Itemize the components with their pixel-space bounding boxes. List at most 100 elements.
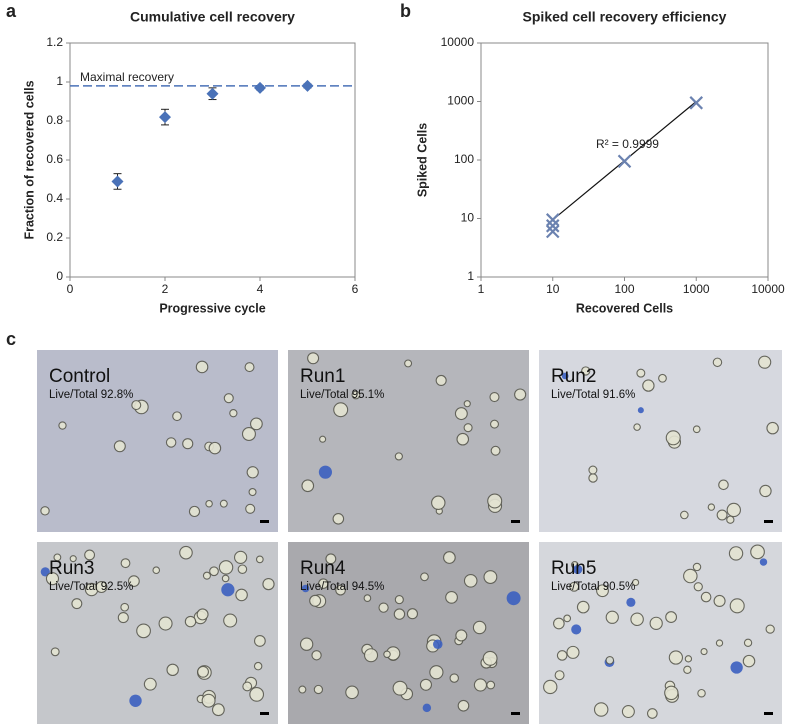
cell [707,503,716,511]
cell [246,466,259,479]
scale-bar [260,712,269,715]
cell [419,678,433,691]
cell [457,699,470,712]
cell [566,645,580,659]
cell [490,445,501,456]
y-tick-label: 0.6 [46,152,63,166]
image-caption: Live/Total 92.5% [49,581,133,593]
reference-label: Maximal recovery [80,70,174,84]
cell [50,647,60,657]
cell [716,509,728,521]
x-axis-label: Progressive cycle [159,301,265,315]
cell [325,553,337,565]
cell [729,598,745,614]
cell [205,499,213,508]
cell [345,685,359,700]
cell [684,655,693,663]
cell [241,426,256,442]
cell [420,572,429,582]
y-tick-label: 0.4 [46,191,63,205]
cell [664,685,679,701]
cell [249,687,265,702]
micrograph-background [37,350,278,532]
image-caption: Live/Total 94.5% [300,581,384,593]
cell [244,362,255,373]
cell [363,648,379,663]
cell [333,402,349,418]
cell [642,379,655,392]
cell [40,506,50,516]
dead-cell [637,407,644,414]
cell [514,388,527,401]
cell [166,663,179,677]
cell [378,602,389,613]
cell [234,550,248,564]
cell [636,368,646,378]
cell [472,620,487,635]
cell [693,582,703,592]
cell [759,484,772,498]
cell [718,479,729,491]
dead-cell [221,583,235,597]
cell [229,408,238,418]
cell [262,577,275,591]
cell [683,665,692,674]
micrograph: Run4 Live/Total 94.5% [288,542,529,724]
cell [394,452,403,461]
data-point [545,224,560,239]
dead-cell [573,564,583,575]
cell [351,390,361,400]
y-tick-label: 1 [56,74,63,88]
cell [299,637,314,651]
dead-cell [626,597,636,607]
cell [431,495,446,511]
cell [208,441,222,455]
x-tick-label: 4 [257,282,264,296]
cell [58,421,67,430]
x-tick-label: 1 [478,282,485,296]
image-title: Run3 [49,558,94,579]
cell [235,588,248,602]
y-tick-label: 100 [454,152,474,166]
cell [237,564,248,575]
cell [569,581,580,592]
cell [313,684,324,695]
cell [307,352,320,365]
cell [633,423,641,431]
cell [588,473,598,483]
y-tick-label: 0.2 [46,230,63,244]
cell [182,438,194,450]
annotation: R² = 0.9999 [596,137,659,151]
scale-bar [764,712,773,715]
cell [543,679,558,695]
cell [713,594,726,608]
data-point [617,154,632,169]
cell [158,616,173,631]
cell [253,661,263,671]
scale-bar [511,520,520,523]
cell [319,435,327,443]
cell [45,572,60,586]
cell [332,512,345,525]
cell [221,574,230,583]
x-tick-label: 0 [67,282,74,296]
cell [196,608,209,621]
cell [473,678,488,692]
y-tick-label: 1.2 [46,35,63,49]
scale-bar [764,520,773,523]
cell [700,648,708,656]
dead-cell [433,639,443,649]
micrograph: Run1 Live/Total 95.1% [288,350,529,532]
cell [309,594,322,607]
cell [490,419,499,429]
cell [463,423,473,433]
cell [429,665,444,680]
cell [750,544,765,560]
panel-label: b [400,1,411,21]
cell [758,355,772,369]
cell [588,465,598,475]
dead-cell [301,584,310,593]
cell [680,510,689,520]
cell [218,560,234,575]
